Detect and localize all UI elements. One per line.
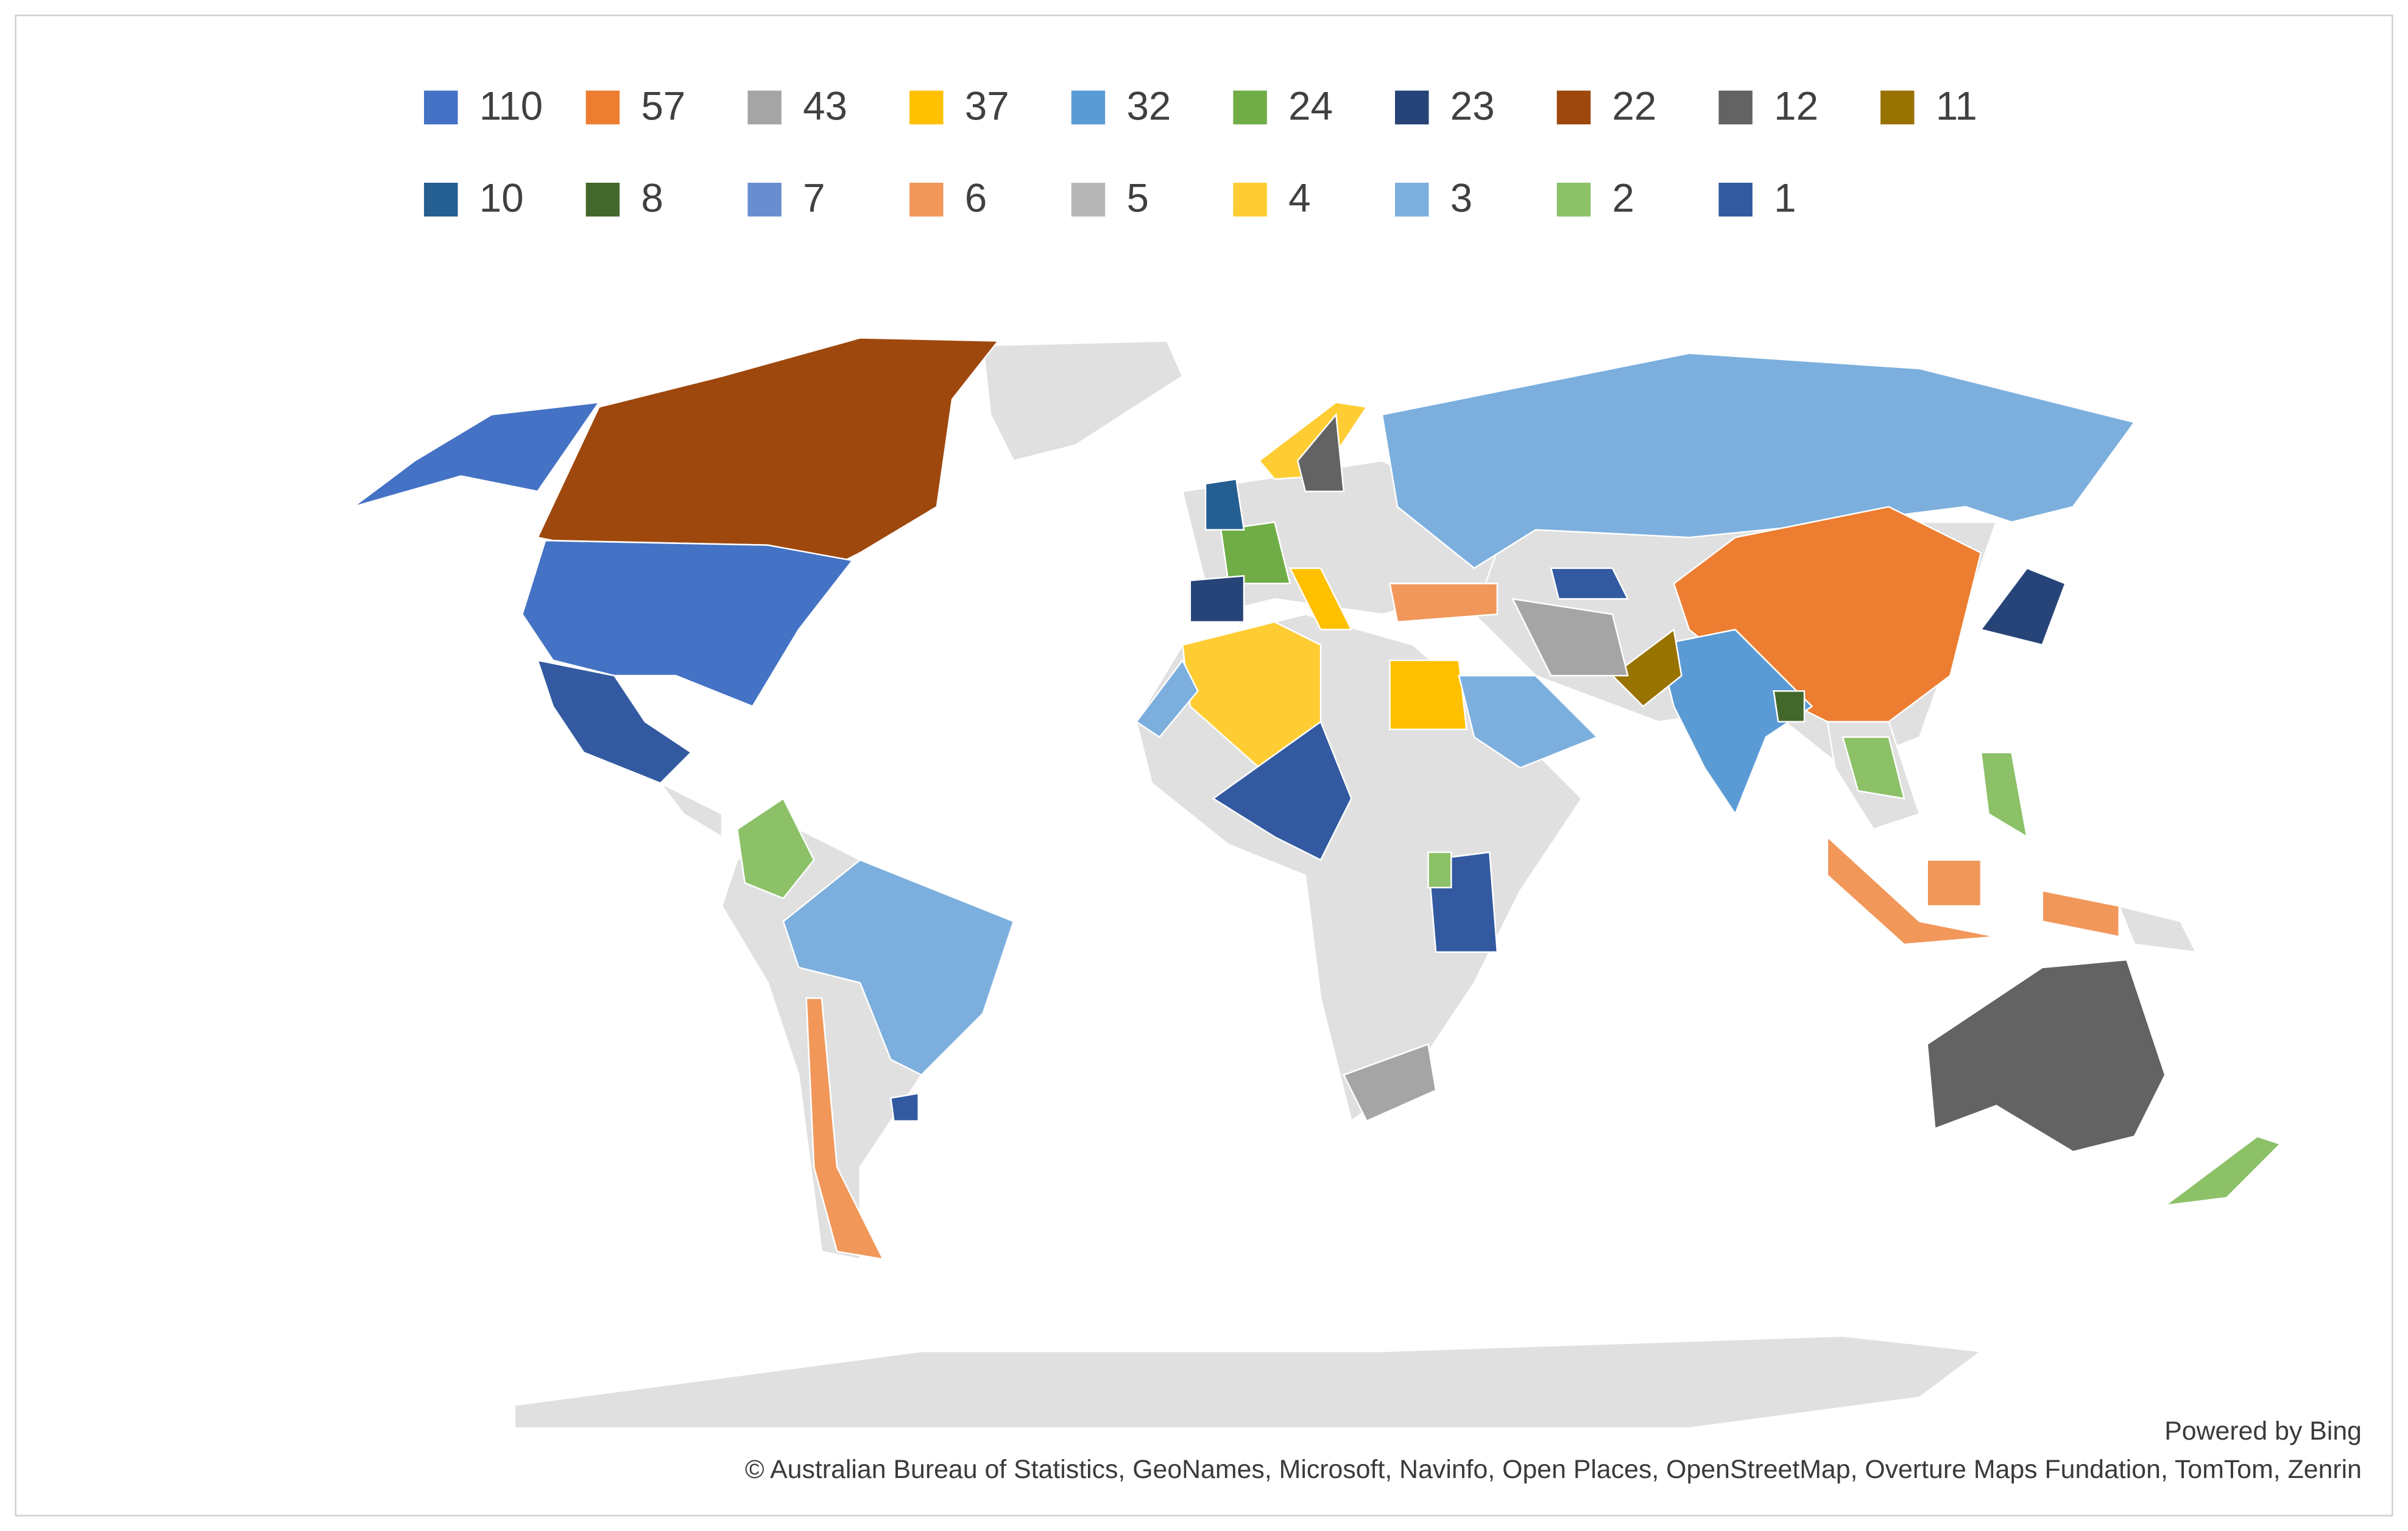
country xyxy=(1343,1043,1437,1122)
country xyxy=(1288,567,1353,631)
country xyxy=(1204,478,1245,531)
country xyxy=(1220,521,1291,585)
country xyxy=(353,401,601,507)
country xyxy=(1611,628,1682,708)
legend-label: 2 xyxy=(1612,176,1634,221)
legend-label: 43 xyxy=(803,83,847,128)
legend-label: 22 xyxy=(1612,83,1656,128)
legend-swatch xyxy=(1233,182,1267,217)
country xyxy=(1296,412,1345,492)
country xyxy=(736,797,815,900)
legend-label: 12 xyxy=(1774,83,1818,128)
legend-swatch xyxy=(1233,90,1267,125)
legend-swatch xyxy=(585,182,620,217)
country xyxy=(2162,1135,2282,1207)
country xyxy=(1926,859,1982,907)
country xyxy=(1458,674,1599,769)
legend-swatch xyxy=(909,90,944,125)
country xyxy=(1258,401,1368,480)
legend-swatch xyxy=(1718,90,1753,125)
legend-label: 11 xyxy=(1936,83,1977,128)
country xyxy=(1826,835,1997,946)
country xyxy=(1926,959,2166,1153)
legend-swatch xyxy=(585,90,620,125)
legend-label: 57 xyxy=(641,83,685,128)
legend-label: 23 xyxy=(1450,83,1495,128)
country xyxy=(1135,659,1199,738)
legend-swatch xyxy=(424,90,458,125)
country xyxy=(1189,575,1245,623)
country xyxy=(1388,582,1499,623)
legend-label: 37 xyxy=(965,83,1009,128)
land xyxy=(2117,905,2197,953)
legend-label: 10 xyxy=(479,176,524,221)
country xyxy=(1658,629,1813,816)
legend-label: 4 xyxy=(1288,176,1310,221)
country xyxy=(1980,751,2028,839)
country xyxy=(1841,736,1905,800)
legend-label: 8 xyxy=(641,176,663,221)
legend-swatch xyxy=(1556,90,1591,125)
country xyxy=(805,997,884,1261)
country xyxy=(889,1092,919,1122)
country xyxy=(1773,690,1806,723)
country xyxy=(1427,851,1452,889)
legend-label: 1 xyxy=(1774,176,1796,221)
country xyxy=(1381,352,2136,570)
map xyxy=(353,337,2282,1429)
legend-label: 32 xyxy=(1126,83,1171,128)
country xyxy=(521,539,854,708)
country xyxy=(536,659,693,784)
legend-label: 5 xyxy=(1126,176,1148,221)
legend-label: 7 xyxy=(803,176,825,221)
legend-label: 6 xyxy=(965,176,987,221)
legend-swatch xyxy=(1718,182,1753,217)
legend-label: 110 xyxy=(479,83,543,128)
land xyxy=(514,1335,1983,1429)
country xyxy=(1389,659,1467,730)
country xyxy=(1212,720,1352,861)
country xyxy=(782,859,1015,1076)
legend-swatch xyxy=(747,90,782,125)
legend-swatch xyxy=(1071,90,1106,125)
legend-swatch xyxy=(1071,182,1106,217)
country xyxy=(1979,567,2067,646)
legend-swatch xyxy=(1395,182,1429,217)
country xyxy=(1511,598,1629,677)
country xyxy=(2041,889,2120,938)
legend-swatch xyxy=(1880,90,1915,125)
country xyxy=(1550,567,1629,600)
land xyxy=(982,340,1184,462)
attribution: © Australian Bureau of Statistics, GeoNa… xyxy=(745,1455,2362,1484)
legend-swatch xyxy=(747,182,782,217)
legend-label: 3 xyxy=(1450,176,1472,221)
land xyxy=(660,782,723,838)
attribution: Powered by Bing xyxy=(2164,1416,2362,1446)
legend-swatch xyxy=(909,182,944,217)
legend-swatch xyxy=(424,182,458,217)
legend-swatch xyxy=(1556,182,1591,217)
legend-label: 24 xyxy=(1288,83,1333,128)
legend-swatch xyxy=(1395,90,1429,125)
